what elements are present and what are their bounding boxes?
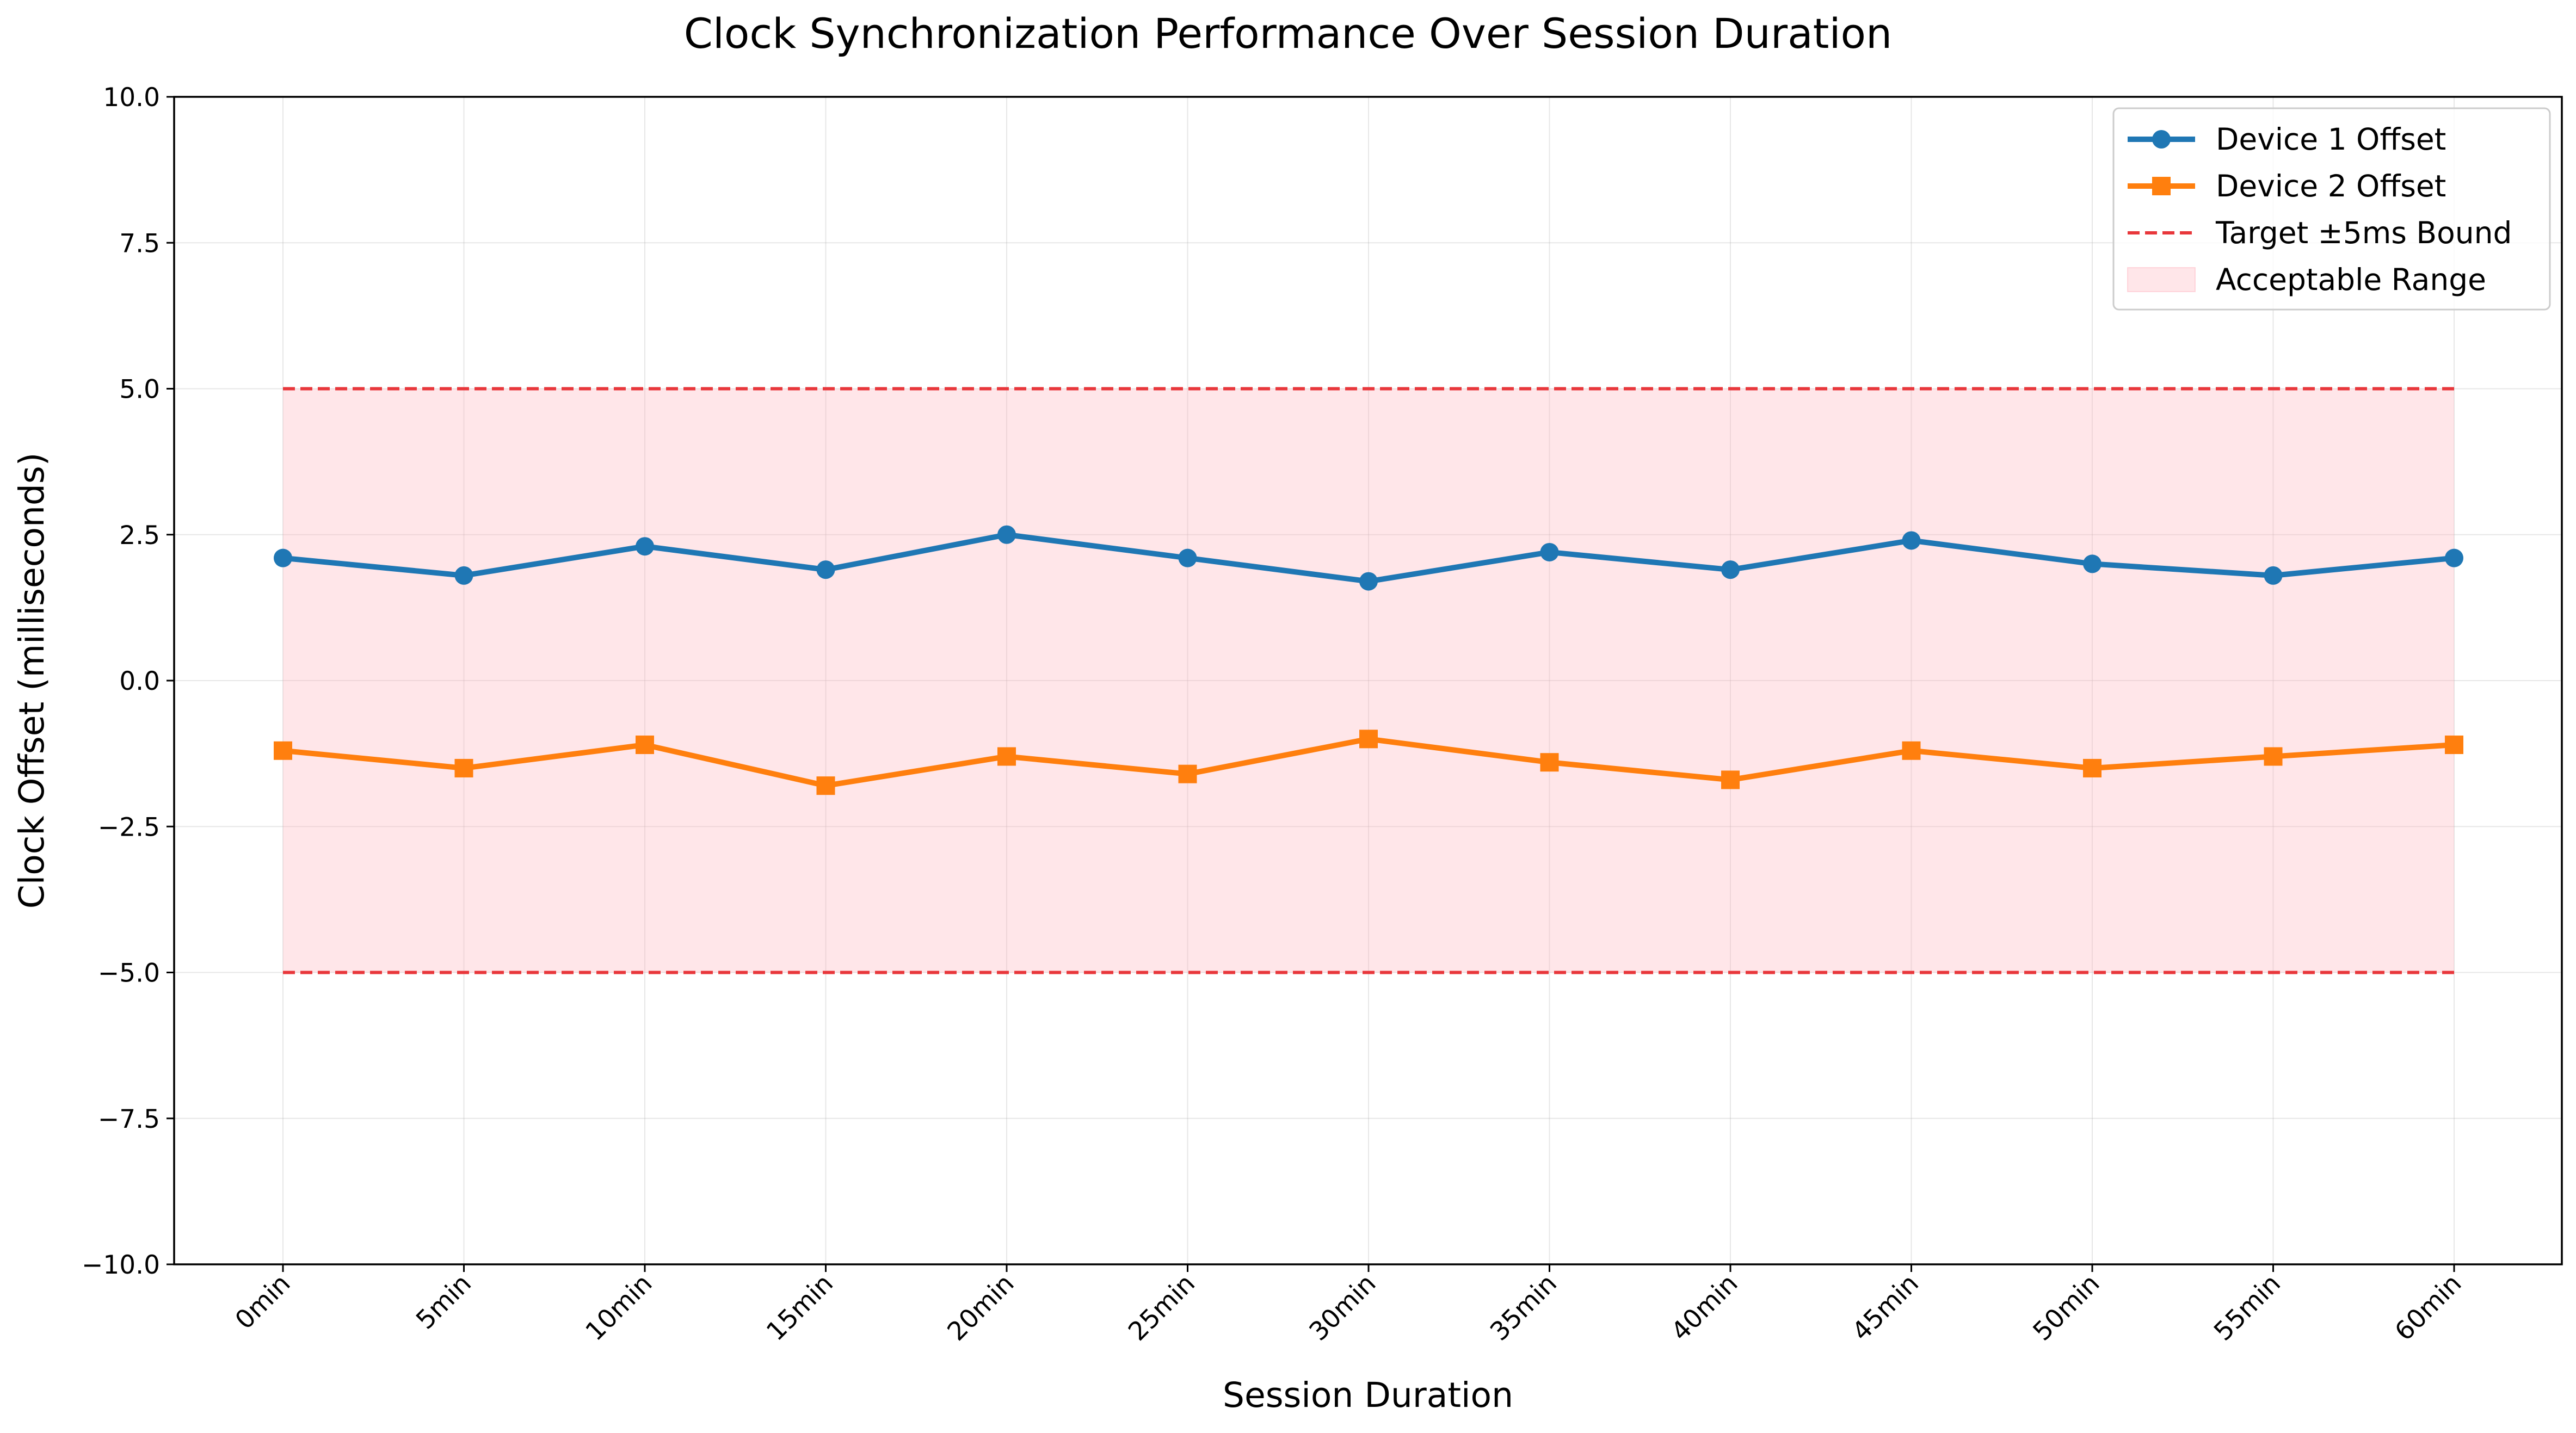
device-2-point bbox=[816, 776, 835, 795]
device-1-point bbox=[274, 548, 292, 567]
device-1-point bbox=[997, 525, 1016, 544]
device-1-point bbox=[1721, 560, 1740, 579]
x-tick-label: 0min bbox=[230, 1269, 297, 1336]
device-2-point bbox=[636, 736, 654, 755]
device-2-point bbox=[2083, 758, 2102, 777]
device-1-point bbox=[1902, 531, 1921, 550]
grid bbox=[174, 96, 2562, 1265]
legend-label-bounds: Target ±5ms Bound bbox=[2215, 215, 2512, 250]
y-axis: 10.0 7.5 5.0 2.5 0.0 −2.5 −5.0 −7.5 −10.0 bbox=[82, 83, 174, 1280]
x-tick-label: 45min bbox=[1846, 1269, 1925, 1347]
device-1-point bbox=[816, 560, 835, 579]
y-tick-label: −7.5 bbox=[98, 1104, 160, 1134]
legend-marker-device-2 bbox=[2152, 177, 2171, 195]
y-tick-label: 2.5 bbox=[119, 521, 160, 551]
legend-marker-device-1 bbox=[2152, 130, 2171, 149]
series-layer bbox=[274, 525, 2463, 795]
legend-handle-band bbox=[2127, 267, 2196, 292]
y-tick-label: −2.5 bbox=[98, 812, 160, 842]
x-tick-label: 20min bbox=[942, 1269, 1020, 1347]
y-tick-label: 5.0 bbox=[119, 375, 160, 405]
y-tick-label: −5.0 bbox=[98, 959, 160, 989]
device-2-point bbox=[1902, 741, 1921, 760]
x-axis: 0min 5min 10min 15min 20min 25min 30min 35min 40… bbox=[230, 1264, 2468, 1347]
x-axis-label: Session Duration bbox=[1223, 1375, 1513, 1415]
y-tick-label: −10.0 bbox=[82, 1250, 160, 1280]
device-1-point bbox=[2445, 548, 2463, 567]
x-tick-label: 55min bbox=[2208, 1269, 2287, 1347]
acceptable-range-fill bbox=[283, 388, 2454, 973]
legend-box bbox=[2112, 107, 2551, 311]
x-tick-label: 60min bbox=[2389, 1269, 2468, 1347]
device-1-point bbox=[454, 566, 473, 585]
x-tick-label: 50min bbox=[2027, 1269, 2106, 1347]
y-tick-label: 7.5 bbox=[119, 228, 160, 258]
device-1-point bbox=[1178, 548, 1197, 567]
y-axis-label: Clock Offset (milliseconds) bbox=[12, 453, 52, 909]
device-2-point bbox=[1178, 764, 1197, 783]
device-1-point bbox=[2264, 566, 2283, 585]
y-tick-label: 0.0 bbox=[119, 666, 160, 696]
x-tick-label: 15min bbox=[761, 1269, 839, 1347]
chart-title: Clock Synchronization Performance Over S… bbox=[684, 9, 1892, 58]
x-tick-label: 30min bbox=[1304, 1269, 1382, 1347]
acceptable-range-band bbox=[283, 388, 2454, 973]
legend-label-device-2: Device 2 Offset bbox=[2216, 169, 2446, 203]
x-tick-label: 10min bbox=[580, 1269, 658, 1347]
device-1-point bbox=[636, 537, 654, 556]
x-tick-label: 5min bbox=[410, 1269, 477, 1336]
y-tick-label: 10.0 bbox=[103, 83, 160, 113]
device-1-point bbox=[1540, 542, 1559, 561]
device-2-point bbox=[274, 741, 292, 760]
device-2-point bbox=[1359, 730, 1378, 749]
device-2-point bbox=[2445, 736, 2463, 755]
device-1-point bbox=[1359, 572, 1378, 591]
device-1-point bbox=[2083, 554, 2102, 573]
legend-label-device-1: Device 1 Offset bbox=[2216, 122, 2446, 157]
device-2-point bbox=[997, 747, 1016, 766]
device-2-point bbox=[1540, 753, 1559, 772]
device-2-point bbox=[454, 758, 473, 777]
legend-label-band: Acceptable Range bbox=[2216, 262, 2486, 297]
device-2-point bbox=[2264, 747, 2283, 766]
x-tick-label: 40min bbox=[1666, 1269, 1744, 1347]
device-2-point bbox=[1721, 770, 1740, 789]
x-tick-label: 25min bbox=[1123, 1269, 1201, 1347]
x-tick-label: 35min bbox=[1484, 1269, 1563, 1347]
legend: Device 1 Offset Device 2 Offset Target ±5m… bbox=[2112, 107, 2551, 311]
target-bounds bbox=[283, 387, 2454, 974]
